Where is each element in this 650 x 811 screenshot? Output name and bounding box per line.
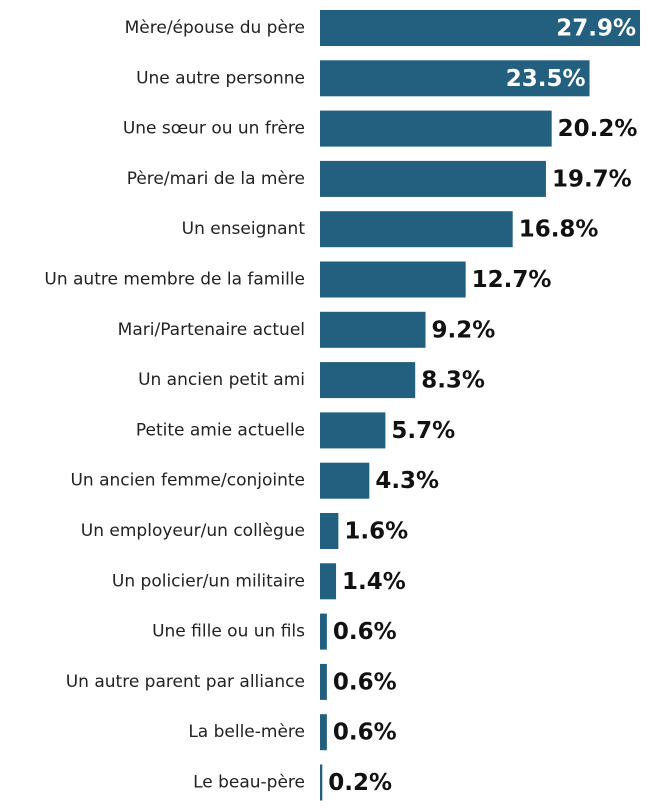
bar: [320, 613, 327, 650]
value-label: 0.6%: [333, 619, 397, 645]
bar: [320, 563, 337, 600]
category-label: Un employeur/un collègue: [81, 521, 305, 541]
category-label: Une sœur ou un frère: [123, 119, 305, 139]
bar: [320, 412, 386, 449]
category-label: Un autre membre de la famille: [44, 270, 305, 290]
value-label: 19.7%: [552, 166, 632, 192]
category-label: Une autre personne: [136, 68, 305, 88]
value-label: 0.2%: [328, 770, 392, 796]
category-label: Un ancien petit ami: [138, 370, 305, 390]
category-label: Un ancien femme/conjointe: [70, 471, 305, 491]
category-label: La belle-mère: [188, 722, 305, 742]
bar: [320, 513, 339, 549]
value-label: 5.7%: [391, 418, 455, 444]
category-label: Père/mari de la mère: [127, 169, 305, 189]
bar: [320, 261, 466, 298]
category-label: Mari/Partenaire actuel: [118, 320, 305, 340]
bar: [320, 211, 513, 248]
category-label: Un autre parent par alliance: [66, 672, 305, 692]
value-label: 20.2%: [558, 116, 638, 142]
value-label: 16.8%: [519, 217, 599, 243]
category-label: Une fille ou un fils: [152, 622, 305, 642]
value-label: 0.6%: [333, 720, 397, 746]
category-label: Un policier/un militaire: [112, 571, 305, 591]
value-label: 1.6%: [344, 519, 408, 545]
category-label: Mère/épouse du père: [125, 18, 305, 38]
category-label: Petite amie actuelle: [136, 420, 305, 440]
value-label: 23.5%: [506, 66, 586, 92]
bar: [320, 663, 327, 700]
value-label: 12.7%: [472, 267, 552, 293]
value-label: 4.3%: [375, 468, 439, 494]
category-label: Un enseignant: [182, 219, 306, 239]
bar: [320, 160, 546, 197]
bar: [320, 764, 323, 801]
bar: [320, 714, 327, 751]
category-label: Le beau-père: [193, 773, 305, 793]
bar: [320, 362, 416, 399]
bar: [320, 462, 370, 499]
bar: [320, 10, 640, 46]
bar: [320, 60, 590, 97]
bar: [320, 311, 426, 348]
value-label: 1.4%: [342, 569, 406, 595]
value-label: 0.6%: [333, 669, 397, 695]
bar: [320, 110, 552, 147]
value-label: 27.9%: [556, 16, 636, 42]
value-label: 9.2%: [432, 317, 496, 343]
value-label: 8.3%: [421, 368, 485, 394]
